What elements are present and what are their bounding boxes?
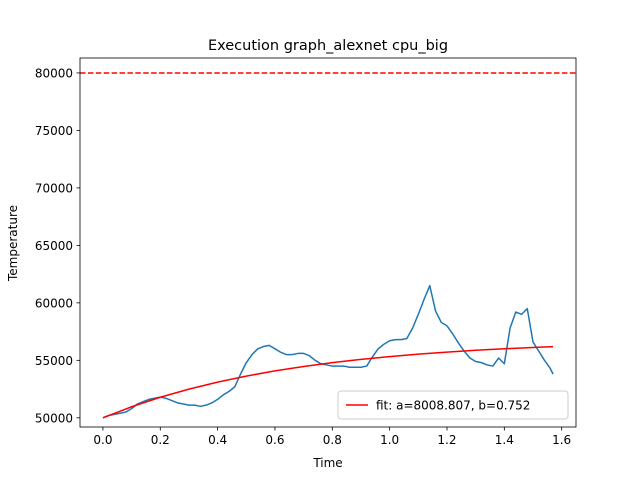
y-tick-label: 70000	[35, 181, 73, 195]
x-tick-label: 0.0	[93, 433, 112, 447]
x-tick-label: 1.6	[552, 433, 571, 447]
y-axis-label: Temperature	[6, 205, 20, 282]
legend-box	[337, 390, 569, 420]
y-tick-label: 80000	[35, 66, 73, 80]
x-tick-label: 0.8	[323, 433, 342, 447]
x-tick-label: 1.4	[495, 433, 514, 447]
y-tick-label: 60000	[35, 296, 73, 310]
y-tick-label: 50000	[35, 411, 73, 425]
x-tick-label: 0.6	[265, 433, 284, 447]
axes-frame	[79, 57, 577, 428]
x-axis-label: Time	[312, 456, 342, 470]
x-tick-label: 1.0	[380, 433, 399, 447]
legend-label: fit: a=8008.807, b=0.752	[376, 399, 530, 413]
x-tick-label: 0.4	[208, 433, 227, 447]
y-tick-label: 75000	[35, 124, 73, 138]
plot-area: 0.0 0.2 0.4 0.6 0.8 1.0 1.2 1.4 1.6 50000 55000 600…	[35, 57, 577, 447]
x-tick-label: 0.2	[151, 433, 170, 447]
x-tick-label: 1.2	[437, 433, 456, 447]
chart-title: Execution graph_alexnet cpu_big	[208, 38, 448, 54]
y-tick-label: 55000	[35, 354, 73, 368]
fit-series-line	[102, 345, 554, 419]
y-tick-label: 65000	[35, 239, 73, 253]
temperature-series-line	[102, 284, 554, 419]
legend: fit: a=8008.807, b=0.752	[337, 390, 569, 420]
